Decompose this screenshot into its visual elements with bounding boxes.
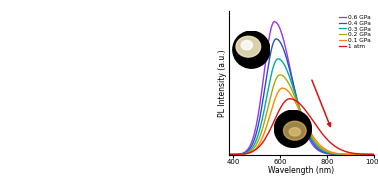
0.3 GPa xyxy=(294,96,299,99)
0.2 GPa xyxy=(291,93,296,95)
0.6 GPa xyxy=(309,142,314,144)
0.2 GPa xyxy=(288,86,293,88)
0.6 GPa xyxy=(291,84,296,86)
0.4 GPa xyxy=(288,72,293,74)
0.6 GPa xyxy=(294,96,299,98)
1 atm xyxy=(238,153,242,155)
0.1 GPa xyxy=(294,102,299,105)
0.4 GPa xyxy=(243,151,248,153)
Legend: 0.6 GPa, 0.4 GPa, 0.3 GPa, 0.2 GPa, 0.1 GPa, 1 atm: 0.6 GPa, 0.4 GPa, 0.3 GPa, 0.2 GPa, 0.1 … xyxy=(339,14,371,50)
0.1 GPa xyxy=(280,87,285,89)
1 atm xyxy=(243,153,248,155)
0.3 GPa xyxy=(291,88,296,90)
0.4 GPa xyxy=(294,95,299,97)
0.6 GPa xyxy=(226,153,231,156)
0.1 GPa xyxy=(288,93,293,95)
Line: 0.4 GPa: 0.4 GPa xyxy=(229,39,374,155)
Circle shape xyxy=(274,110,311,147)
0.1 GPa xyxy=(226,153,231,156)
1 atm xyxy=(294,100,299,102)
0.6 GPa xyxy=(372,153,376,156)
0.1 GPa xyxy=(291,98,296,100)
0.4 GPa xyxy=(291,84,296,86)
0.2 GPa xyxy=(309,135,314,137)
0.3 GPa xyxy=(238,153,242,155)
Y-axis label: PL Intensity (a.u.): PL Intensity (a.u.) xyxy=(218,49,227,117)
Circle shape xyxy=(233,31,270,68)
0.3 GPa xyxy=(243,152,248,154)
0.1 GPa xyxy=(243,153,248,155)
X-axis label: Wavelength (nm): Wavelength (nm) xyxy=(268,166,335,175)
0.2 GPa xyxy=(238,153,242,155)
0.4 GPa xyxy=(226,153,231,156)
0.2 GPa xyxy=(277,74,282,76)
Ellipse shape xyxy=(241,40,253,50)
0.2 GPa xyxy=(243,152,248,155)
1 atm xyxy=(291,98,296,101)
0.3 GPa xyxy=(288,79,293,81)
Line: 0.1 GPa: 0.1 GPa xyxy=(229,88,374,155)
0.3 GPa xyxy=(309,137,314,139)
1 atm xyxy=(288,98,292,100)
0.2 GPa xyxy=(294,99,299,102)
0.6 GPa xyxy=(288,70,293,72)
Ellipse shape xyxy=(284,121,306,140)
0.6 GPa xyxy=(272,21,277,23)
0.2 GPa xyxy=(372,153,376,156)
0.3 GPa xyxy=(276,58,280,60)
Line: 0.6 GPa: 0.6 GPa xyxy=(229,22,374,155)
0.4 GPa xyxy=(372,153,376,156)
1 atm xyxy=(309,118,314,120)
0.6 GPa xyxy=(238,153,242,155)
0.1 GPa xyxy=(238,153,242,155)
Ellipse shape xyxy=(236,36,260,57)
1 atm xyxy=(226,153,231,156)
0.6 GPa xyxy=(243,150,248,153)
Line: 0.2 GPa: 0.2 GPa xyxy=(229,75,374,155)
0.4 GPa xyxy=(309,140,314,142)
Line: 0.3 GPa: 0.3 GPa xyxy=(229,59,374,155)
Line: 1 atm: 1 atm xyxy=(229,99,374,155)
0.4 GPa xyxy=(238,153,242,155)
0.4 GPa xyxy=(274,38,278,40)
1 atm xyxy=(288,98,293,100)
1 atm xyxy=(372,153,376,156)
0.3 GPa xyxy=(226,153,231,156)
0.2 GPa xyxy=(226,153,231,156)
Ellipse shape xyxy=(289,128,301,136)
0.1 GPa xyxy=(309,133,314,135)
0.3 GPa xyxy=(372,153,376,156)
0.1 GPa xyxy=(372,153,376,156)
